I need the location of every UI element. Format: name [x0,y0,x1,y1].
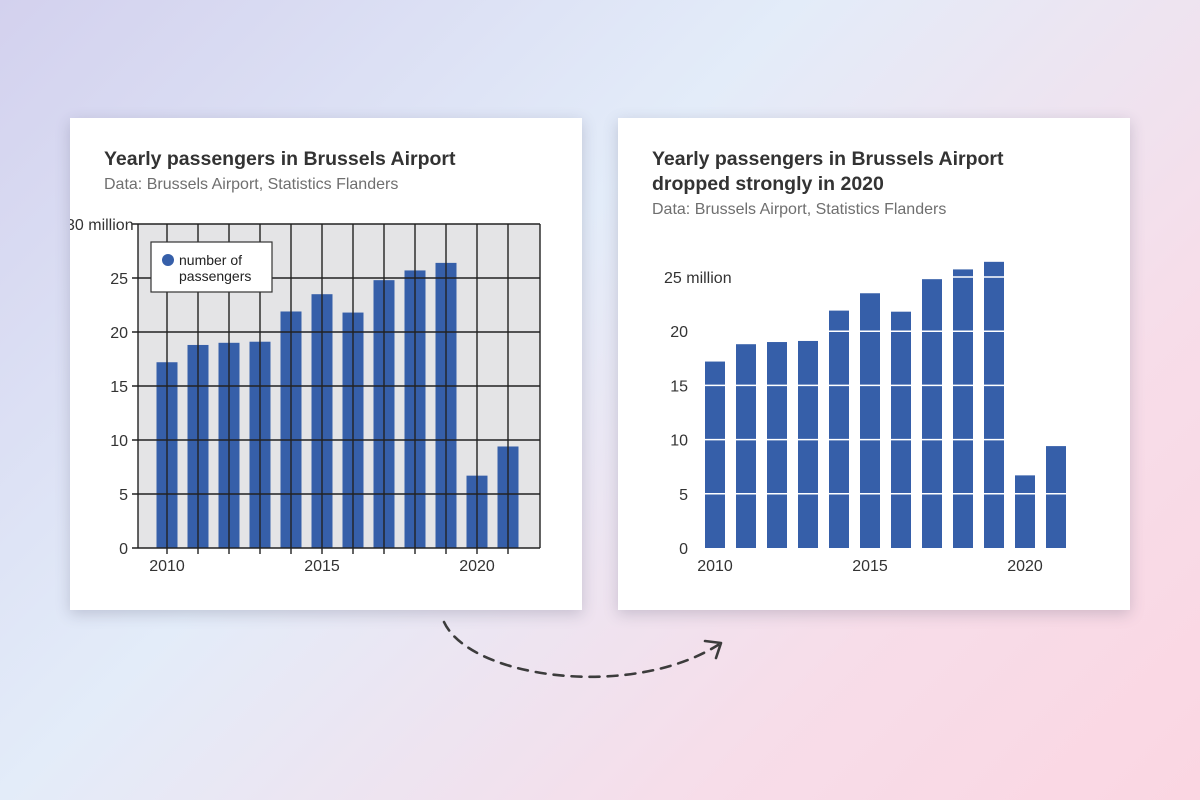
chart-card-before: Yearly passengers in Brussels Airport Da… [70,118,582,610]
chart-card-after: Yearly passengers in Brussels Airport dr… [618,118,1130,610]
bar-2011 [736,344,756,548]
y-tick-label: 0 [119,541,128,558]
y-tick-label: 0 [679,541,688,558]
x-tick-label: 2020 [1007,558,1043,575]
bar-2019 [984,261,1004,548]
y-tick-label: 20 [110,325,128,342]
y-tick-label: 5 [679,487,688,504]
legend-marker [162,254,174,266]
bar-2014 [829,310,849,548]
y-tick-label: 10 [670,433,688,450]
bar-2012 [767,342,787,548]
y-tick-label: 30 million [70,217,134,234]
chart-title: Yearly passengers in Brussels Airport dr… [652,148,1004,195]
y-tick-label: 15 [670,378,688,395]
y-tick-label: 20 [670,324,688,341]
bar-2013 [798,340,818,548]
legend-label: passengers [179,268,251,284]
bar-2016 [891,311,911,548]
y-tick-label: 10 [110,433,128,450]
x-tick-label: 2015 [852,558,888,575]
bar-2010 [705,361,725,548]
bar-chart-before: 0 5 10 15 20 25 30 million 2010 2015 2020 number o… [70,217,541,575]
x-tick-label: 2010 [149,558,185,575]
legend-box [150,241,273,293]
bar-chart-after: 0 5 10 15 20 25 million 2010 2015 2020 [664,261,1070,575]
legend-label: number of [179,252,242,268]
y-tick-label: 5 [119,487,128,504]
y-tick-label: 25 [110,271,128,288]
y-tick-label: 15 [110,379,128,396]
chart-source: Data: Brussels Airport, Statistics Fland… [652,201,947,218]
x-tick-label: 2010 [697,558,733,575]
bar-2017 [922,279,942,548]
chart-title: Yearly passengers in Brussels Airport [104,148,456,170]
y-tick-label: 25 million [664,270,732,287]
bar-2021 [1046,446,1066,548]
x-tick-label: 2015 [304,558,340,575]
x-tick-label: 2020 [459,558,495,575]
bar-2015 [860,293,880,548]
bar-2018 [953,269,973,548]
chart-source: Data: Brussels Airport, Statistics Fland… [104,176,399,193]
